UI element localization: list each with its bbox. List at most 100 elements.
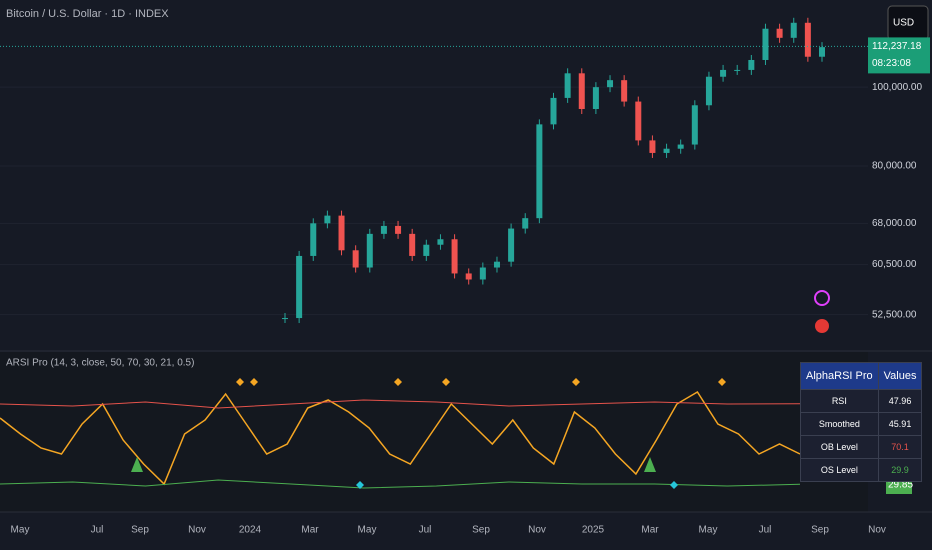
- table-row: OS Level 29.9: [800, 458, 923, 482]
- signal-diamond: [718, 378, 726, 386]
- signal-diamond: [442, 378, 450, 386]
- table-row: OB Level 70.1: [800, 435, 923, 459]
- candle: [465, 273, 472, 280]
- x-tick-label: Jul: [91, 525, 104, 536]
- candle: [578, 73, 585, 110]
- indicator-line: [0, 399, 801, 409]
- candle: [564, 73, 571, 98]
- x-tick-label: Sep: [472, 525, 490, 536]
- candle: [607, 80, 614, 88]
- candle: [677, 144, 684, 149]
- table-row: AlphaRSI Pro Values: [800, 362, 923, 390]
- candle: [720, 69, 727, 77]
- signal-diamond: [250, 378, 258, 386]
- currency-label[interactable]: USD: [893, 18, 914, 29]
- candle: [734, 69, 741, 71]
- candle: [310, 223, 317, 256]
- candle: [790, 22, 797, 38]
- x-tick-label: Nov: [528, 525, 546, 536]
- candle: [592, 87, 599, 110]
- candle: [649, 140, 656, 153]
- candle: [352, 250, 359, 268]
- countdown-label: 08:23:08: [872, 58, 911, 69]
- table-cell: RSI: [800, 389, 879, 413]
- candle: [705, 76, 712, 106]
- indicator-line: [0, 390, 801, 486]
- x-tick-label: Sep: [811, 525, 829, 536]
- signal-diamond: [236, 378, 244, 386]
- table-cell: OS Level: [800, 458, 879, 482]
- price-tick-label: 60,500.00: [872, 259, 917, 270]
- candle: [762, 28, 769, 60]
- signal-diamond: [572, 378, 580, 386]
- indicator-title: ARSI Pro (14, 3, close, 50, 70, 30, 21, …: [6, 358, 194, 369]
- x-tick-label: May: [11, 525, 30, 536]
- candle: [550, 97, 557, 125]
- candle: [338, 215, 345, 251]
- indicator-pane: [0, 352, 868, 512]
- x-tick-label: May: [699, 525, 718, 536]
- candle: [395, 225, 402, 234]
- candle: [479, 267, 486, 280]
- event-icon[interactable]: [814, 290, 830, 306]
- candle: [635, 101, 642, 141]
- candle: [366, 233, 373, 268]
- candle: [522, 218, 529, 229]
- candle: [748, 59, 755, 70]
- x-tick-label: Mar: [301, 525, 319, 536]
- price-tick-label: 80,000.00: [872, 161, 917, 172]
- candle: [536, 124, 543, 219]
- x-tick-label: Mar: [641, 525, 659, 536]
- table-cell: 45.91: [877, 412, 923, 436]
- candle: [663, 148, 670, 153]
- x-tick-label: 2025: [582, 525, 605, 536]
- candle: [380, 225, 387, 234]
- x-tick-label: May: [358, 525, 377, 536]
- price-tick-label: 100,000.00: [872, 82, 922, 93]
- x-tick-label: Sep: [131, 525, 149, 536]
- candle: [621, 80, 628, 102]
- last-price-label: 112,237.18: [872, 41, 922, 52]
- candle: [423, 244, 430, 256]
- signal-triangle: [644, 457, 656, 472]
- stats-table: AlphaRSI Pro Values RSI 47.96 Smoothed 45.91 O…: [800, 362, 923, 482]
- table-row: RSI 47.96: [800, 389, 923, 413]
- table-cell: Values: [877, 362, 923, 390]
- signal-diamond: [356, 481, 364, 489]
- candle: [691, 105, 698, 145]
- value-badge-label: 29.85: [888, 480, 913, 491]
- x-tick-label: Nov: [868, 525, 886, 536]
- x-tick-label: Jul: [419, 525, 432, 536]
- signal-triangle: [131, 457, 143, 472]
- signal-diamond: [670, 481, 678, 489]
- signal-diamond: [394, 378, 402, 386]
- candle: [437, 239, 444, 245]
- price-tick-label: 52,500.00: [872, 309, 917, 320]
- price-tick-label: 68,000.00: [872, 218, 917, 229]
- candle: [451, 239, 458, 274]
- table-cell: 70.1: [877, 435, 923, 459]
- x-tick-label: 2024: [239, 525, 262, 536]
- candle: [324, 215, 331, 224]
- candle: [409, 233, 416, 256]
- candle: [493, 261, 500, 268]
- candle: [776, 28, 783, 38]
- flag-icon[interactable]: [815, 319, 829, 333]
- symbol-title: Bitcoin / U.S. Dollar · 1D · INDEX: [6, 8, 169, 20]
- candle: [296, 255, 303, 319]
- price-pane: [0, 0, 868, 350]
- last-price-badge: [868, 37, 930, 74]
- table-cell: AlphaRSI Pro: [800, 362, 879, 390]
- candle: [282, 318, 288, 320]
- table-row: Smoothed 45.91: [800, 412, 923, 436]
- candle: [508, 228, 515, 262]
- table-cell: OB Level: [800, 435, 879, 459]
- table-cell: 29.9: [877, 458, 923, 482]
- candle: [804, 22, 811, 57]
- x-tick-label: Jul: [759, 525, 772, 536]
- x-tick-label: Nov: [188, 525, 206, 536]
- candle: [819, 47, 825, 57]
- indicator-line: [0, 479, 801, 489]
